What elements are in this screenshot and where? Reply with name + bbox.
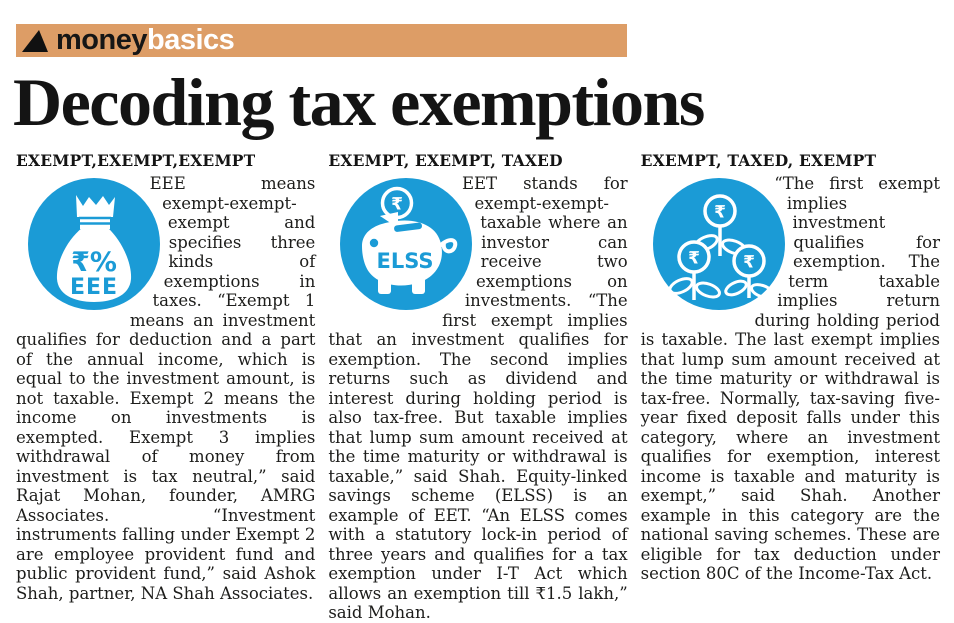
banner-brand-white: basics	[146, 24, 235, 56]
column-body-text: EET stands for exempt-exempt-taxable whe…	[328, 174, 628, 622]
column-exempt-exempt-exempt: EXEMPT,EXEMPT,EXEMPT ₹% EEE EEE means ex…	[16, 152, 315, 623]
plant-coin-rupee-glyph-right: ₹	[743, 253, 755, 273]
banner-brand: moneybasics	[56, 24, 235, 57]
piggy-bank-icon: ₹ ELSS	[338, 176, 474, 312]
money-bag-rupee-percent-label: ₹%	[71, 247, 117, 278]
corner-triangle-icon	[22, 29, 48, 52]
column-exempt-taxed-exempt: EXEMPT, TAXED, EXEMPT ₹ ₹	[641, 152, 940, 623]
piggy-elss-label: ELSS	[377, 249, 434, 273]
banner-brand-black: money	[56, 24, 147, 56]
plant-coin-rupee-glyph-top: ₹	[714, 203, 726, 223]
column-heading: EXEMPT, EXEMPT, TAXED	[328, 151, 563, 170]
column-exempt-exempt-taxed: EXEMPT, EXEMPT, TAXED ₹ ELSS EET stands …	[328, 152, 627, 623]
rupee-plant-icon: ₹ ₹ ₹	[651, 176, 787, 312]
column-heading: EXEMPT, TAXED, EXEMPT	[640, 151, 877, 170]
money-bag-eee-label: EEE	[70, 275, 118, 300]
piggy-coin-rupee-glyph: ₹	[391, 195, 403, 215]
article-columns: EXEMPT,EXEMPT,EXEMPT ₹% EEE EEE means ex…	[0, 138, 954, 623]
column-heading: EXEMPT,EXEMPT,EXEMPT	[16, 151, 256, 170]
column-body-text: “The first exempt implies investment qua…	[640, 174, 940, 583]
section-banner: moneybasics	[16, 24, 627, 57]
plant-coin-rupee-glyph-left: ₹	[688, 249, 700, 269]
article-headline: Decoding tax exemptions	[13, 64, 705, 140]
money-bag-icon: ₹% EEE	[26, 176, 162, 312]
